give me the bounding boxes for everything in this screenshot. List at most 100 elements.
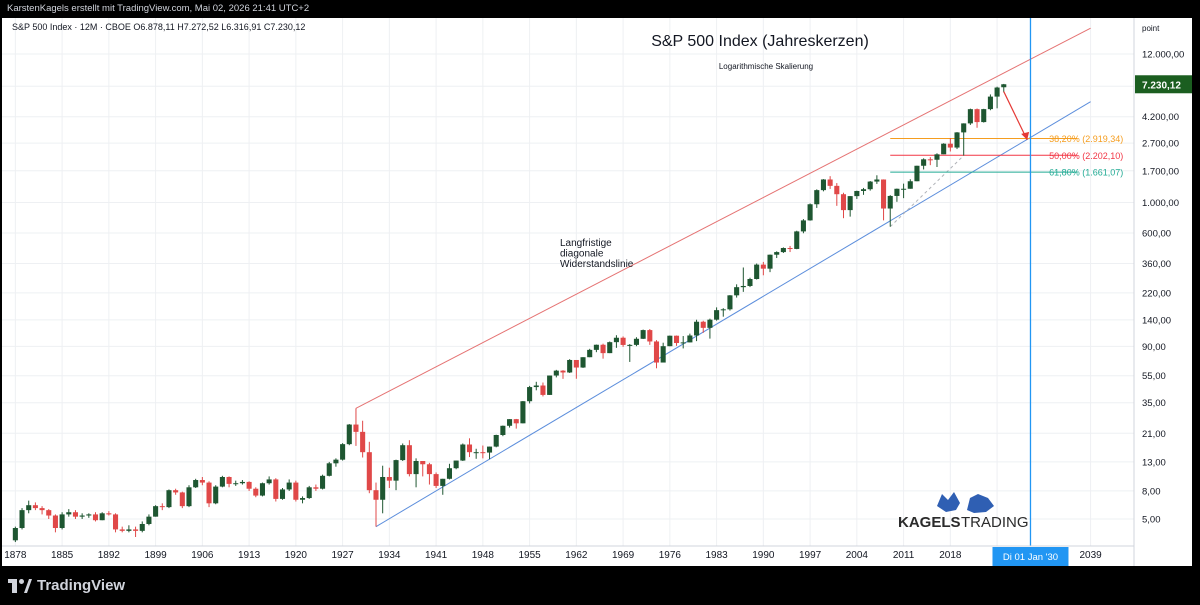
last-price-badge <box>1135 75 1192 94</box>
candle <box>59 512 65 530</box>
candle-body <box>12 528 18 541</box>
bear-icon <box>967 494 994 513</box>
candle <box>166 489 172 509</box>
brand-text-2: TRADING <box>961 514 1029 531</box>
candle <box>400 443 406 462</box>
candle-body <box>326 463 332 476</box>
candle <box>974 108 980 128</box>
candle-body <box>273 479 279 499</box>
candle-body <box>600 344 606 354</box>
candle-body <box>607 342 613 354</box>
candle <box>373 482 379 527</box>
candle <box>386 467 392 489</box>
candle <box>486 446 493 460</box>
candle-body <box>934 154 940 160</box>
candle <box>226 476 232 488</box>
candle-body <box>887 195 893 209</box>
candle <box>333 458 339 467</box>
candle-body <box>694 321 700 336</box>
last-price-label: 7.230,12 <box>1142 80 1181 91</box>
candle-body <box>553 370 559 376</box>
candle-body <box>707 319 713 328</box>
candle <box>466 438 473 458</box>
candle-body <box>253 488 259 496</box>
candle-body <box>820 179 826 191</box>
candle-body <box>847 196 853 211</box>
candle <box>901 183 907 199</box>
candle-body <box>226 476 232 484</box>
price-tick-label: 600,00 <box>1142 228 1171 239</box>
candle <box>306 485 312 499</box>
candle <box>340 443 346 461</box>
footer-bar: TradingView <box>0 566 1200 605</box>
candle-body <box>153 506 159 517</box>
tradingview-logo[interactable]: TradingView <box>8 577 125 594</box>
time-tick-label: 1983 <box>705 550 728 561</box>
candle-body <box>346 424 352 445</box>
candle-body <box>460 444 466 461</box>
candle-body <box>921 159 927 166</box>
candle <box>954 132 960 150</box>
price-tick-label: 4.200,00 <box>1142 112 1179 123</box>
candle-body <box>159 506 165 508</box>
candle-body <box>199 480 205 483</box>
time-tick-label: 1997 <box>799 550 822 561</box>
candle-body <box>640 330 646 339</box>
candle <box>79 513 85 519</box>
fib-level-label: 61,80% (1.661,07) <box>1049 168 1123 178</box>
price-tick-label: 8,00 <box>1142 486 1161 497</box>
price-tick-label: 12.000,00 <box>1142 50 1184 61</box>
candle <box>186 485 192 508</box>
candle-body <box>901 188 907 190</box>
chart-frame[interactable]: 38,20% (2.919,34) 50,00% (2.202,10) 61,80%… <box>2 18 1192 566</box>
forecast-arrowhead <box>1021 131 1030 140</box>
candle-body <box>720 309 726 311</box>
candle-body <box>593 344 599 350</box>
candle <box>493 434 499 448</box>
candle <box>453 460 459 470</box>
candle <box>794 230 800 250</box>
candle <box>126 525 132 533</box>
candle-body <box>266 479 272 484</box>
candle <box>727 295 733 311</box>
candle <box>894 188 900 202</box>
candle-body <box>112 514 119 530</box>
candle <box>540 382 546 397</box>
annotation-line: Langfristige <box>560 238 612 249</box>
candle-body <box>320 475 326 489</box>
time-tick-label: 2011 <box>893 550 915 561</box>
candle-body <box>133 529 139 531</box>
candle-body <box>219 476 225 487</box>
candle-body <box>787 248 793 250</box>
price-tick-label: 1.700,00 <box>1142 166 1179 177</box>
candle-body <box>520 401 526 424</box>
candle <box>961 123 967 156</box>
candle <box>914 165 920 182</box>
fib-retracement-diagonal <box>889 155 965 228</box>
candle <box>440 478 446 495</box>
time-tick-label: 1941 <box>425 550 448 561</box>
candle-body <box>807 204 813 221</box>
candle-body <box>961 123 967 133</box>
candle-body <box>193 480 199 488</box>
candle <box>159 503 165 511</box>
tradingview-icon <box>8 578 32 593</box>
candle <box>533 381 539 391</box>
candle <box>593 344 599 353</box>
candle-body <box>426 464 432 475</box>
candle <box>874 175 880 184</box>
candle <box>647 329 653 345</box>
price-tick-label: 140,00 <box>1142 315 1171 326</box>
candle <box>320 474 326 490</box>
kagels-logo: KAGELS TRADING <box>898 492 1029 531</box>
candle <box>673 335 680 346</box>
axes: point 12.000,00 4.200,00 2.700,00 1.700,00 1.… <box>2 18 1192 566</box>
candles <box>12 83 1007 543</box>
candlestick-chart[interactable]: 38,20% (2.919,34) 50,00% (2.202,10) 61,80%… <box>2 18 1192 566</box>
time-tick-label: 1976 <box>659 550 682 561</box>
price-tick-label: 13,00 <box>1142 457 1166 468</box>
candle <box>881 179 887 221</box>
candle-body <box>914 165 920 182</box>
candle-body <box>613 337 619 343</box>
candle <box>687 333 693 343</box>
